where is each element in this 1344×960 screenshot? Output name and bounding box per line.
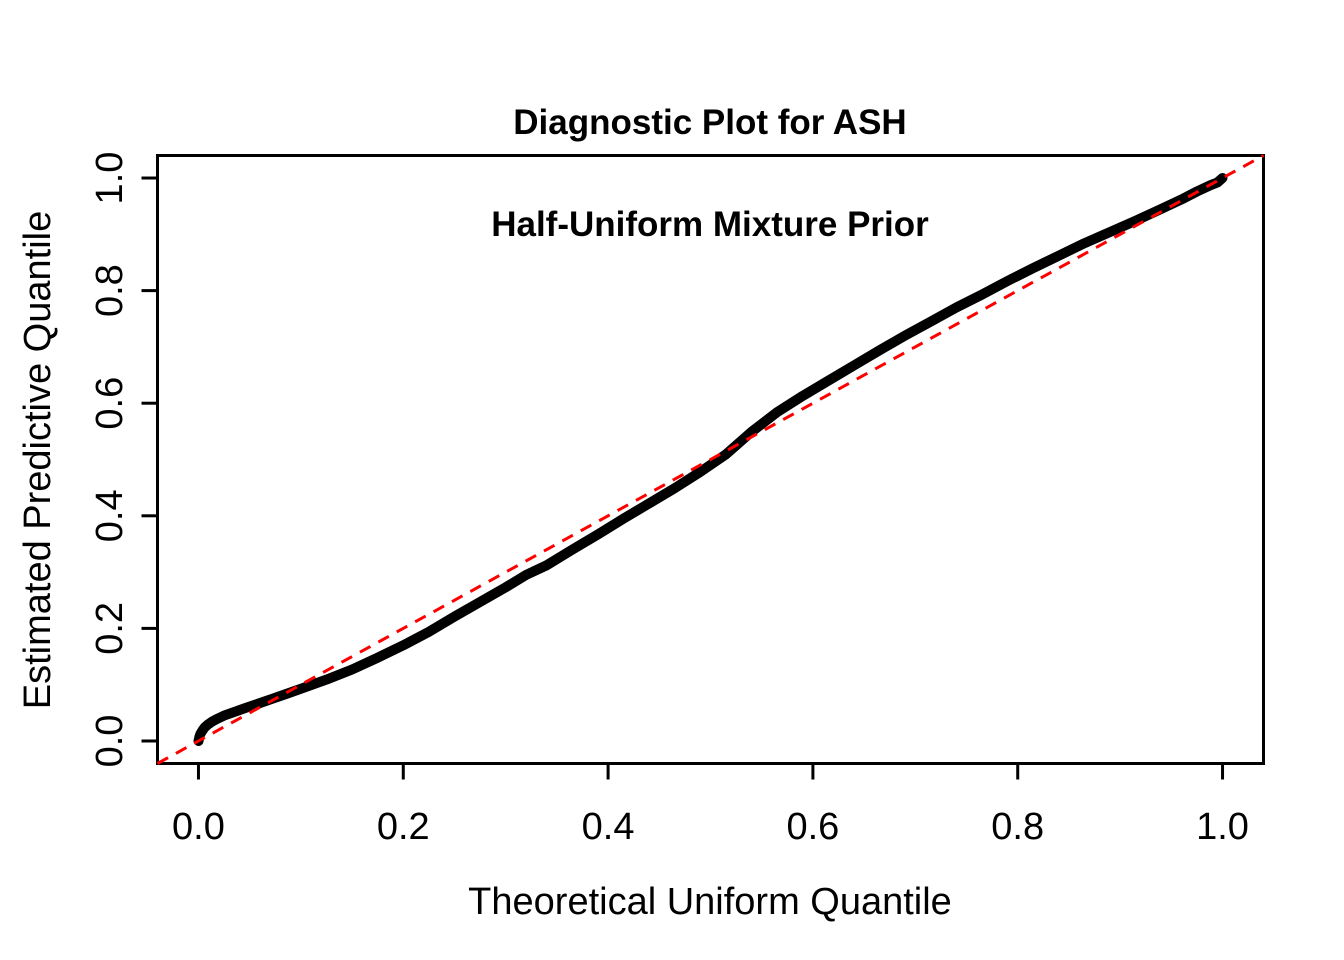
y-tick-label: 1.0 [89,152,131,205]
x-tick-label: 0.4 [582,806,635,848]
x-tick-label: 0.8 [991,806,1044,848]
x-tick-label: 0.6 [786,806,839,848]
x-tick-label: 0.2 [377,806,430,848]
plot-title: Diagnostic Plot for ASH Half-Uniform Mix… [157,38,1263,310]
y-axis-title: Estimated Predictive Quantile [17,210,59,710]
identity-reference-line [156,154,1265,765]
x-axis-title: Theoretical Uniform Quantile [468,881,952,923]
x-tick-label: 0.0 [172,806,225,848]
y-tick-label: 0.4 [89,489,131,542]
y-tick-label: 0.8 [89,264,131,317]
y-tick-label: 0.0 [89,715,131,768]
plot-title-line1: Diagnostic Plot for ASH [513,103,907,142]
plot-title-line2: Half-Uniform Mixture Prior [491,205,929,244]
y-tick-label: 0.2 [89,602,131,655]
x-tick-label: 1.0 [1196,806,1249,848]
y-tick-label: 0.6 [89,377,131,430]
empirical-qq-curve [193,173,1228,746]
plot-box [156,154,1265,765]
